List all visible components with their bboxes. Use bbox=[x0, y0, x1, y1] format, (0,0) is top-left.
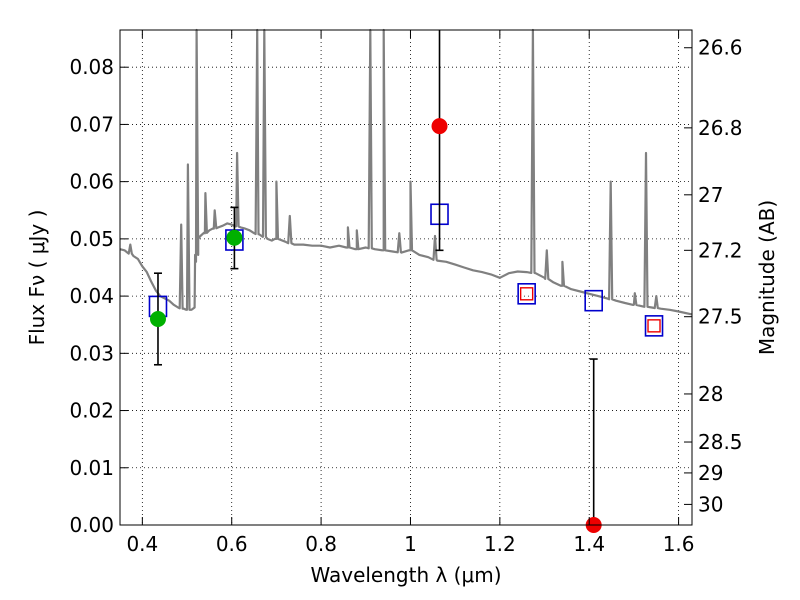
y2-tick-label: 26.8 bbox=[698, 116, 743, 140]
y-tick-label: 0.02 bbox=[69, 399, 114, 423]
y-axis-label: Flux Fν ( μJy ) bbox=[25, 210, 49, 346]
model-band-inner-square bbox=[519, 287, 534, 301]
y2-tick-label: 28 bbox=[698, 382, 723, 406]
y2-tick-label: 30 bbox=[698, 492, 723, 516]
model-band-square bbox=[584, 289, 603, 312]
photometry-markers bbox=[148, 30, 664, 533]
spectrum-line bbox=[119, 28, 693, 316]
grid-lines bbox=[120, 30, 692, 526]
axis-ticks: 0.4 0.6 0.8 1 1.2 1.4 1.6 0.00 0.01 0.02 0.03 0.04 0… bbox=[69, 30, 743, 556]
y-tick-label: 0.08 bbox=[69, 55, 114, 79]
x-tick-label: 0.6 bbox=[216, 532, 248, 556]
x-tick-label: 1 bbox=[404, 532, 417, 556]
y2-tick-label: 26.6 bbox=[698, 36, 743, 60]
y-tick-label: 0.04 bbox=[69, 284, 114, 308]
model-band-square bbox=[644, 315, 664, 337]
y-tick-label: 0.06 bbox=[69, 170, 114, 194]
x-tick-label: 1.4 bbox=[573, 532, 605, 556]
x-tick-label: 0.4 bbox=[126, 532, 158, 556]
y2-axis-label: Magnitude (AB) bbox=[755, 200, 779, 355]
y2-tick-label: 27.2 bbox=[698, 238, 743, 262]
y-tick-label: 0.05 bbox=[69, 227, 114, 251]
y-tick-label: 0.07 bbox=[69, 112, 114, 136]
y2-tick-label: 28.5 bbox=[698, 430, 743, 454]
model-band-inner-square bbox=[647, 319, 661, 333]
x-tick-label: 1.2 bbox=[484, 532, 516, 556]
observed-point bbox=[226, 229, 243, 246]
x-axis-label: Wavelength λ (μm) bbox=[310, 563, 501, 587]
observed-point bbox=[431, 118, 448, 135]
observed-point bbox=[149, 310, 166, 327]
y-tick-label: 0.00 bbox=[69, 513, 114, 537]
y-tick-label: 0.03 bbox=[69, 341, 114, 365]
x-tick-label: 1.6 bbox=[663, 532, 695, 556]
y2-tick-label: 29 bbox=[698, 461, 723, 485]
model-spectrum bbox=[119, 28, 693, 316]
plot-frame bbox=[119, 29, 693, 526]
y2-tick-label: 27.5 bbox=[698, 305, 743, 329]
y2-tick-label: 27 bbox=[698, 183, 723, 207]
model-band-square bbox=[517, 283, 536, 305]
x-tick-label: 0.8 bbox=[305, 532, 337, 556]
y-tick-label: 0.01 bbox=[69, 456, 114, 480]
